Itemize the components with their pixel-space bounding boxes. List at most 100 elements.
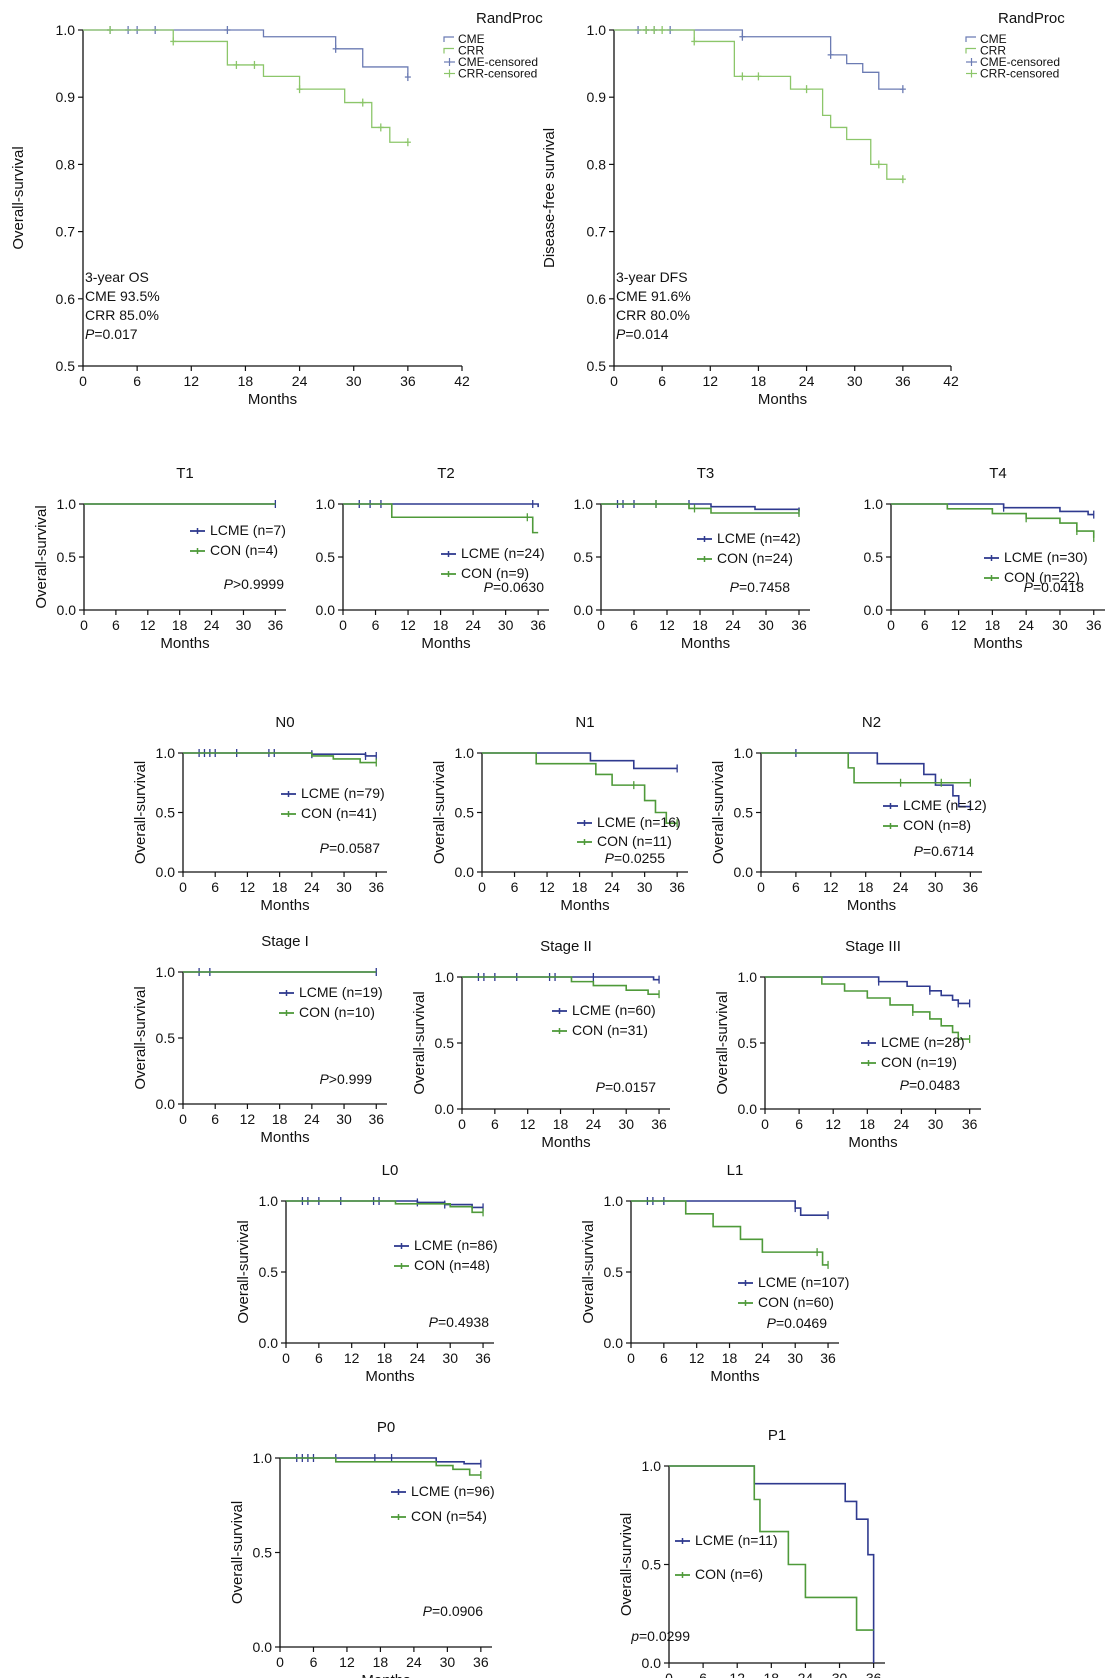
- y-axis-title: Overall-survival: [411, 991, 428, 1094]
- survival-curve: [765, 976, 970, 1005]
- x-tick-label: 30: [787, 1350, 803, 1366]
- x-tick-label: 6: [310, 1654, 318, 1670]
- p-value: P=0.0418: [1024, 579, 1085, 595]
- annotation-part: P: [85, 326, 95, 342]
- y-tick-label: 0.0: [574, 602, 594, 618]
- x-tick-label: 18: [553, 1116, 569, 1132]
- x-tick-label: 6: [795, 1116, 803, 1132]
- x-tick-label: 12: [400, 617, 416, 633]
- p-symbol: P: [224, 576, 234, 592]
- series-con: [601, 500, 800, 518]
- p-value-text: >0.9999: [233, 576, 284, 592]
- legend-label: LCME (n=96): [411, 1483, 495, 1499]
- legend-label: CON (n=9): [461, 565, 529, 581]
- survival-curve: [280, 1457, 481, 1476]
- x-axis-title: Months: [681, 635, 730, 652]
- series-con: [761, 752, 972, 787]
- x-tick-label: 24: [465, 617, 481, 633]
- x-tick-label: 24: [304, 1111, 320, 1127]
- x-axis-title: Months: [758, 391, 807, 408]
- legend-label: CME: [980, 32, 1007, 46]
- x-tick-label: 42: [943, 373, 959, 389]
- x-axis-title: Months: [361, 1672, 410, 1678]
- p-symbol: P: [596, 1079, 606, 1095]
- x-tick-label: 0: [610, 373, 618, 389]
- x-tick-label: 0: [887, 617, 895, 633]
- series-lcme: [83, 26, 411, 82]
- x-axis-title: Months: [160, 635, 209, 652]
- plot-title: Stage I: [261, 933, 309, 950]
- y-tick-label: 0.0: [57, 602, 77, 618]
- legend-label: CME: [458, 32, 485, 46]
- series-con: [891, 503, 1095, 542]
- y-axis-title: Overall-survival: [132, 761, 149, 864]
- y-tick-label: 0.0: [642, 1655, 662, 1671]
- series-lcme: [669, 1465, 875, 1663]
- y-tick-label: 0.5: [574, 549, 594, 565]
- stats-annotation: CRR 80.0%: [616, 307, 690, 323]
- x-tick-label: 0: [179, 879, 187, 895]
- x-tick-label: 12: [240, 1111, 256, 1127]
- p-value: p=0.0299: [630, 1628, 690, 1644]
- p-value-text: =0.0255: [614, 850, 665, 866]
- x-tick-label: 6: [491, 1116, 499, 1132]
- x-tick-label: 0: [458, 1116, 466, 1132]
- y-tick-label: 0.5: [587, 358, 607, 374]
- x-tick-label: 12: [183, 373, 199, 389]
- chart-t1: T1 0.0 0.5 1.0 0 6 12 18 24 30 36 Months Overall-sur…: [33, 465, 286, 652]
- legend-label: CRR-censored: [458, 67, 537, 81]
- p-value: P=0.0483: [900, 1077, 961, 1093]
- y-tick-label: 1.0: [455, 745, 475, 761]
- x-tick-label: 6: [699, 1670, 707, 1678]
- annotation-part: P: [616, 326, 626, 342]
- stats-annotation: 3-year DFS: [616, 269, 688, 285]
- x-tick-label: 18: [373, 1654, 389, 1670]
- y-axis-title: Overall-survival: [235, 1220, 252, 1323]
- x-tick-label: 0: [665, 1670, 673, 1678]
- plot-title: T3: [697, 465, 715, 482]
- x-tick-label: 6: [511, 879, 519, 895]
- series-lcme: [286, 1197, 484, 1212]
- x-tick-label: 36: [963, 879, 979, 895]
- x-tick-label: 30: [847, 373, 863, 389]
- x-tick-label: 12: [689, 1350, 705, 1366]
- x-tick-label: 30: [440, 1654, 456, 1670]
- x-tick-label: 36: [368, 1111, 384, 1127]
- chart-n2: N2 0.0 0.5 1.0 0 6 12 18 24 30 36 Months Overall-sur…: [710, 714, 987, 914]
- x-tick-label: 18: [692, 617, 708, 633]
- legend-label: CRR-censored: [980, 67, 1059, 81]
- x-tick-label: 0: [339, 617, 347, 633]
- annotation-part: CME 93.5%: [85, 288, 160, 304]
- y-tick-label: 1.0: [57, 496, 77, 512]
- chart-l1: L1 0.0 0.5 1.0 0 6 12 18 24 30 36 Months Overall-sur…: [580, 1162, 849, 1385]
- x-tick-label: 30: [442, 1350, 458, 1366]
- y-tick-label: 0.0: [156, 1096, 176, 1112]
- p-symbol: P: [423, 1603, 433, 1619]
- survival-curve: [462, 976, 660, 995]
- x-tick-label: 24: [406, 1654, 422, 1670]
- y-axis-title: Overall-survival: [710, 761, 727, 864]
- y-tick-label: 0.7: [56, 224, 76, 240]
- legend-label: CRR: [458, 44, 484, 58]
- legend-swatch: [443, 47, 454, 54]
- legend-title: RandProc: [998, 10, 1065, 27]
- legend-label: CON (n=10): [299, 1004, 375, 1020]
- legend-label: CON (n=54): [411, 1508, 487, 1524]
- y-axis-title: Overall-survival: [10, 146, 27, 249]
- x-tick-label: 12: [729, 1670, 745, 1678]
- legend-title: RandProc: [476, 10, 543, 27]
- legend-swatch: [443, 36, 454, 42]
- x-tick-label: 12: [539, 879, 555, 895]
- plot-title: N0: [275, 714, 294, 731]
- y-tick-label: 0.9: [587, 89, 607, 105]
- p-symbol: P: [320, 840, 330, 856]
- legend-swatch: [965, 47, 976, 54]
- annotation-part: 3-year OS: [85, 269, 149, 285]
- stats-annotation: CRR 85.0%: [85, 307, 159, 323]
- p-value-text: =0.7458: [739, 579, 790, 595]
- series-con: [669, 1465, 874, 1631]
- y-tick-label: 0.0: [156, 864, 176, 880]
- y-tick-label: 1.0: [435, 969, 455, 985]
- survival-curve: [286, 1200, 484, 1214]
